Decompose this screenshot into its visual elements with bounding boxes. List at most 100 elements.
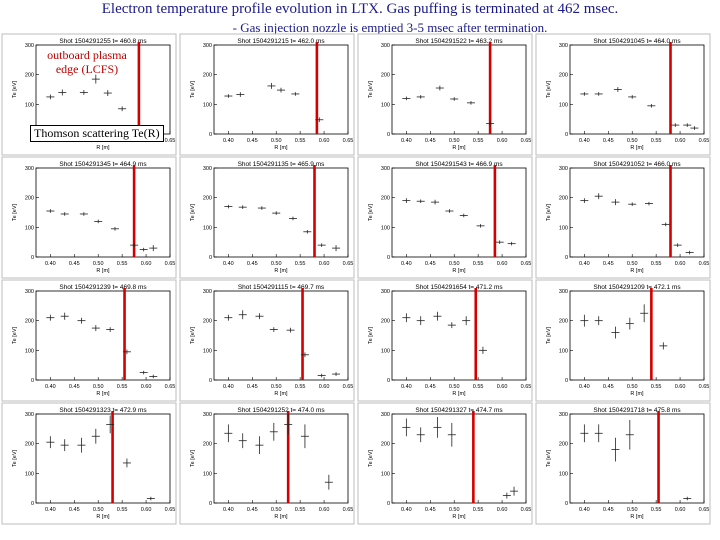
x-tick-label: 0.45 (425, 384, 436, 390)
data-point (149, 374, 158, 379)
data-point (580, 424, 589, 443)
x-axis-label: R [m] (630, 268, 644, 274)
subplot-frame (179, 33, 355, 156)
x-axis-label: R [m] (630, 145, 644, 151)
data-point (139, 370, 148, 375)
x-tick-label: 0.60 (319, 138, 330, 144)
x-tick-label: 0.40 (223, 261, 234, 267)
y-tick-label: 100 (203, 348, 212, 354)
x-tick-label: 0.65 (343, 261, 354, 267)
x-tick-label: 0.55 (473, 138, 484, 144)
x-tick-label: 0.60 (497, 138, 508, 144)
x-tick-label: 0.40 (401, 261, 412, 267)
subplot-frame (357, 402, 533, 525)
x-tick-label: 0.65 (521, 384, 532, 390)
y-tick-label: 0 (565, 255, 568, 261)
data-point (683, 123, 692, 127)
subplot-10: Shot 1504291115 t= 469.7 ms 0 100 200 300 0.4… (179, 279, 355, 402)
x-tick-label: 0.45 (247, 138, 258, 144)
data-point (257, 206, 266, 210)
x-tick-label: 0.50 (627, 261, 638, 267)
x-tick-label: 0.60 (319, 507, 330, 513)
x-axis-label: R [m] (274, 268, 288, 274)
x-tick-label: 0.60 (675, 261, 686, 267)
y-tick-label: 0 (31, 255, 34, 261)
x-tick-label: 0.55 (473, 384, 484, 390)
y-axis-label: Te [eV] (368, 80, 374, 98)
subplot-5: Shot 1504291345 t= 464.9 ms 0 100 200 300 0.4… (1, 156, 177, 279)
subplot-frame (535, 33, 711, 156)
subplot-title: Shot 1504291345 t= 464.9 ms (59, 161, 147, 168)
data-point (60, 312, 69, 320)
data-point (647, 104, 656, 108)
plot-area (213, 413, 349, 504)
data-point (459, 213, 468, 218)
subplot-13: Shot 1504291323 t= 472.9 ms 0 100 200 300 0.4… (1, 402, 177, 525)
x-tick-label: 0.60 (319, 384, 330, 390)
y-tick-label: 100 (559, 471, 568, 477)
y-tick-label: 300 (381, 43, 390, 49)
data-point (317, 373, 326, 378)
x-tick-label: 0.55 (295, 384, 306, 390)
y-tick-label: 300 (203, 43, 212, 49)
x-tick-label: 0.40 (45, 507, 56, 513)
y-tick-label: 100 (381, 471, 390, 477)
y-axis-label: Te [eV] (546, 80, 552, 98)
y-tick-label: 0 (209, 255, 212, 261)
subplot-title: Shot 1504291327 t= 474.7 ms (415, 407, 503, 414)
data-point (495, 240, 504, 244)
data-point (625, 317, 634, 330)
y-tick-label: 100 (381, 348, 390, 354)
y-tick-label: 200 (203, 319, 212, 325)
data-point (402, 198, 411, 204)
y-axis-label: Te [eV] (12, 203, 18, 221)
data-point (224, 204, 233, 209)
x-tick-label: 0.65 (343, 507, 354, 513)
x-tick-label: 0.45 (603, 384, 614, 390)
y-axis-label: Te [eV] (190, 80, 196, 98)
data-point (94, 219, 103, 224)
subplot-4: Shot 1504291045 t= 464.0 ms 0 100 200 300 0.4… (535, 33, 711, 156)
x-axis-label: R [m] (630, 391, 644, 397)
y-tick-label: 100 (203, 471, 212, 477)
data-point (594, 424, 603, 443)
x-tick-label: 0.65 (521, 138, 532, 144)
y-tick-label: 300 (203, 412, 212, 418)
x-tick-label: 0.45 (425, 138, 436, 144)
subplot-title: Shot 1504291255 t= 460.8 ms (59, 38, 147, 45)
y-tick-label: 300 (25, 289, 34, 295)
y-tick-label: 100 (203, 102, 212, 108)
data-point (238, 310, 247, 320)
y-tick-label: 200 (25, 319, 34, 325)
subplot-frame (535, 156, 711, 279)
data-point (91, 74, 100, 84)
plot-area (391, 413, 527, 504)
y-axis-label: Te [eV] (190, 326, 196, 344)
y-axis-label: Te [eV] (546, 203, 552, 221)
subplot-title: Shot 1504291543 t= 466.9 ms (415, 161, 503, 168)
data-point (416, 427, 425, 443)
data-point (402, 313, 411, 323)
subplot-frame (179, 156, 355, 279)
y-tick-label: 200 (25, 442, 34, 448)
data-point (445, 209, 454, 213)
y-tick-label: 200 (559, 73, 568, 79)
y-axis-label: Te [eV] (546, 326, 552, 344)
x-tick-label: 0.65 (343, 138, 354, 144)
y-tick-label: 300 (381, 289, 390, 295)
y-tick-label: 200 (559, 442, 568, 448)
data-point (103, 90, 112, 97)
y-tick-label: 300 (559, 43, 568, 49)
x-tick-label: 0.40 (223, 384, 234, 390)
subplot-14: Shot 1504291252 t= 474.0 ms 0 100 200 300 0.4… (179, 402, 355, 525)
data-point (122, 349, 131, 355)
plot-area (569, 167, 705, 258)
x-axis-label: R [m] (274, 145, 288, 151)
data-point (433, 416, 442, 438)
plot-area (213, 290, 349, 381)
y-tick-label: 0 (209, 501, 212, 507)
x-tick-label: 0.40 (45, 384, 56, 390)
x-tick-label: 0.55 (295, 138, 306, 144)
subplot-9: Shot 1504291239 t= 469.8 ms 0 100 200 300 0.4… (1, 279, 177, 402)
y-tick-label: 100 (25, 102, 34, 108)
